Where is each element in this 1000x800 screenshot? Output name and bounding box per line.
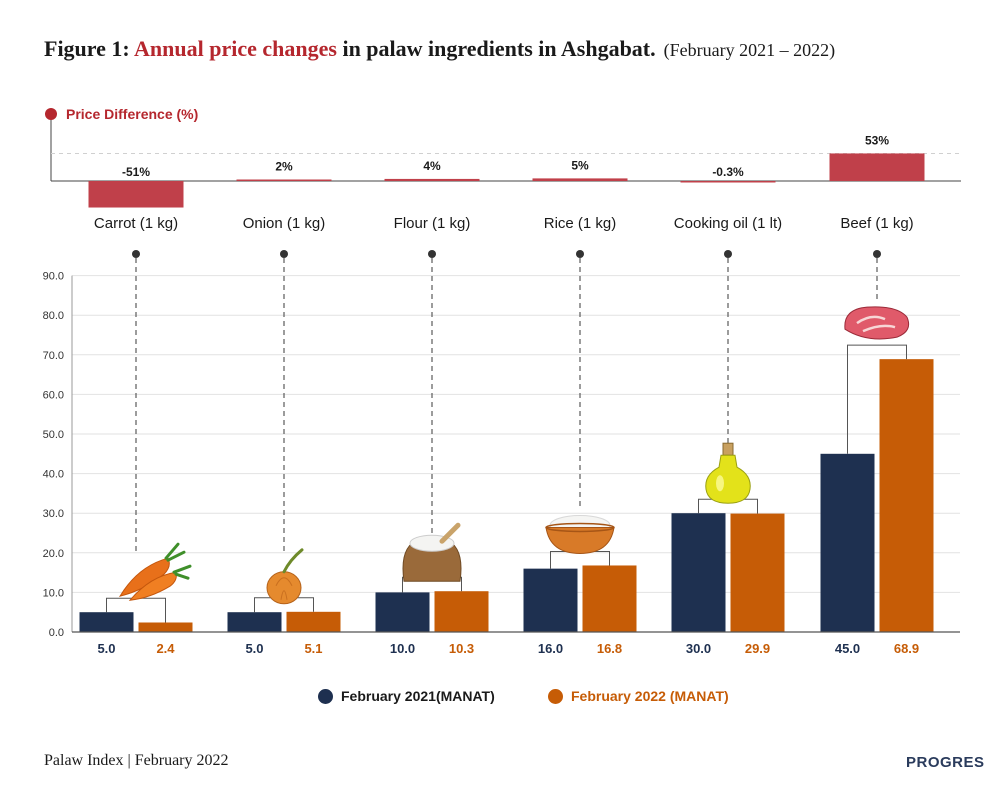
beef-icon bbox=[844, 306, 910, 340]
leader-dot-rice bbox=[576, 250, 584, 258]
onion-bulb bbox=[266, 571, 302, 605]
rice-bowl bbox=[545, 526, 615, 554]
brand-logo: PROGRES bbox=[906, 754, 985, 771]
title-subtitle: (February 2021 – 2022) bbox=[663, 40, 836, 60]
value-label-2021-carrot: 5.0 bbox=[97, 641, 115, 656]
value-label-2021-cooking-oil: 30.0 bbox=[686, 641, 711, 656]
price-difference-label: Price Difference (%) bbox=[66, 106, 199, 122]
y-tick-label: 0.0 bbox=[49, 627, 64, 639]
rice-bowl-rim bbox=[545, 522, 615, 533]
leader-dot-beef bbox=[873, 250, 881, 258]
onion-icon bbox=[266, 548, 304, 605]
flour-scoop bbox=[439, 522, 461, 544]
y-tick-label: 70.0 bbox=[43, 350, 64, 362]
onion-stem bbox=[282, 548, 304, 574]
chart-legend: February 2021(MANAT) February 2022 (MANA… bbox=[0, 688, 1000, 712]
oil-highlight bbox=[716, 475, 724, 492]
bracket-beef bbox=[847, 344, 907, 454]
title-prefix: Figure 1: bbox=[44, 36, 135, 61]
legend-label-2021: February 2021(MANAT) bbox=[341, 688, 495, 704]
category-label-onion: Onion (1 kg) bbox=[243, 215, 326, 232]
bar-2021-carrot bbox=[79, 612, 134, 632]
diff-label-onion: 2% bbox=[275, 160, 293, 174]
beef-steak bbox=[844, 306, 910, 340]
value-label-2022-onion: 5.1 bbox=[304, 641, 322, 656]
value-label-2022-rice: 16.8 bbox=[597, 641, 622, 656]
oil-cork bbox=[722, 442, 734, 456]
legend-marker-2022 bbox=[548, 688, 563, 704]
title-highlight: Annual price changes bbox=[134, 36, 337, 61]
bar-2021-rice bbox=[523, 568, 578, 632]
footer-source: Palaw Index | February 2022 bbox=[44, 752, 229, 769]
value-label-2022-beef: 68.9 bbox=[894, 641, 919, 656]
bar-2022-rice bbox=[582, 565, 637, 632]
diff-label-cooking-oil: -0.3% bbox=[712, 165, 744, 179]
onion-lines bbox=[275, 577, 293, 600]
leader-dot-flour bbox=[428, 250, 436, 258]
category-label-cooking-oil: Cooking oil (1 lt) bbox=[674, 215, 782, 232]
bar-2022-flour bbox=[434, 591, 489, 632]
beef-marbling bbox=[856, 315, 896, 333]
legend-item-2021: February 2021(MANAT) bbox=[318, 688, 495, 704]
bar-2021-beef bbox=[820, 453, 875, 632]
carrot-root bbox=[128, 571, 177, 601]
bar-2022-cooking-oil bbox=[730, 513, 785, 632]
value-label-2021-beef: 45.0 bbox=[835, 641, 860, 656]
diff-bar-cooking-oil bbox=[680, 181, 776, 183]
value-label-2022-flour: 10.3 bbox=[449, 641, 474, 656]
legend-marker-2021 bbox=[318, 688, 333, 704]
diff-bar-onion bbox=[236, 179, 332, 181]
diff-bar-carrot bbox=[88, 181, 184, 208]
value-label-2021-rice: 16.0 bbox=[538, 641, 563, 656]
carrot-icon bbox=[118, 542, 192, 601]
y-tick-label: 90.0 bbox=[43, 271, 64, 283]
cooking-oil-icon bbox=[705, 442, 751, 504]
figure-title: Figure 1: Annual price changes in palaw … bbox=[44, 36, 835, 62]
y-tick-label: 50.0 bbox=[43, 429, 64, 441]
bar-2021-flour bbox=[375, 592, 430, 632]
value-label-2021-onion: 5.0 bbox=[245, 641, 263, 656]
diff-axis-marker bbox=[45, 108, 57, 120]
value-label-2022-carrot: 2.4 bbox=[156, 641, 175, 656]
diff-bar-beef bbox=[829, 153, 925, 181]
y-tick-label: 10.0 bbox=[43, 587, 64, 599]
legend-label-2022: February 2022 (MANAT) bbox=[571, 688, 729, 704]
oil-bottle bbox=[705, 454, 751, 504]
y-tick-label: 30.0 bbox=[43, 508, 64, 520]
carrot-leaves bbox=[164, 542, 192, 580]
leader-dot-cooking-oil bbox=[724, 250, 732, 258]
bar-2021-onion bbox=[227, 612, 282, 632]
diff-label-flour: 4% bbox=[423, 159, 441, 173]
rice-bowl-icon bbox=[545, 514, 615, 554]
y-tick-label: 20.0 bbox=[43, 548, 64, 560]
diff-bar-rice bbox=[532, 178, 628, 181]
legend-item-2022: February 2022 (MANAT) bbox=[548, 688, 729, 704]
bar-2022-onion bbox=[286, 611, 341, 632]
category-label-flour: Flour (1 kg) bbox=[394, 215, 471, 232]
title-rest: in palaw ingredients in Ashgabat. bbox=[336, 36, 656, 61]
category-label-beef: Beef (1 kg) bbox=[840, 215, 913, 232]
category-label-carrot: Carrot (1 kg) bbox=[94, 215, 178, 232]
flour-sack-icon bbox=[402, 522, 462, 582]
y-tick-label: 40.0 bbox=[43, 469, 64, 481]
bar-2022-beef bbox=[879, 359, 934, 632]
y-tick-label: 80.0 bbox=[43, 310, 64, 322]
diff-label-beef: 53% bbox=[865, 133, 889, 147]
bar-2022-carrot bbox=[138, 622, 193, 632]
leader-dot-onion bbox=[280, 250, 288, 258]
category-label-rice: Rice (1 kg) bbox=[544, 215, 617, 232]
value-label-2021-flour: 10.0 bbox=[390, 641, 415, 656]
value-label-2022-cooking-oil: 29.9 bbox=[745, 641, 770, 656]
diff-bar-flour bbox=[384, 178, 480, 181]
leader-dot-carrot bbox=[132, 250, 140, 258]
y-tick-label: 60.0 bbox=[43, 389, 64, 401]
diff-label-rice: 5% bbox=[571, 158, 589, 172]
bar-2021-cooking-oil bbox=[671, 513, 726, 632]
diff-label-carrot: -51% bbox=[122, 165, 150, 179]
price-chart: -51% Carrot (1 kg) 2% Onion (1 kg) 4% Flour (… bbox=[43, 108, 961, 656]
